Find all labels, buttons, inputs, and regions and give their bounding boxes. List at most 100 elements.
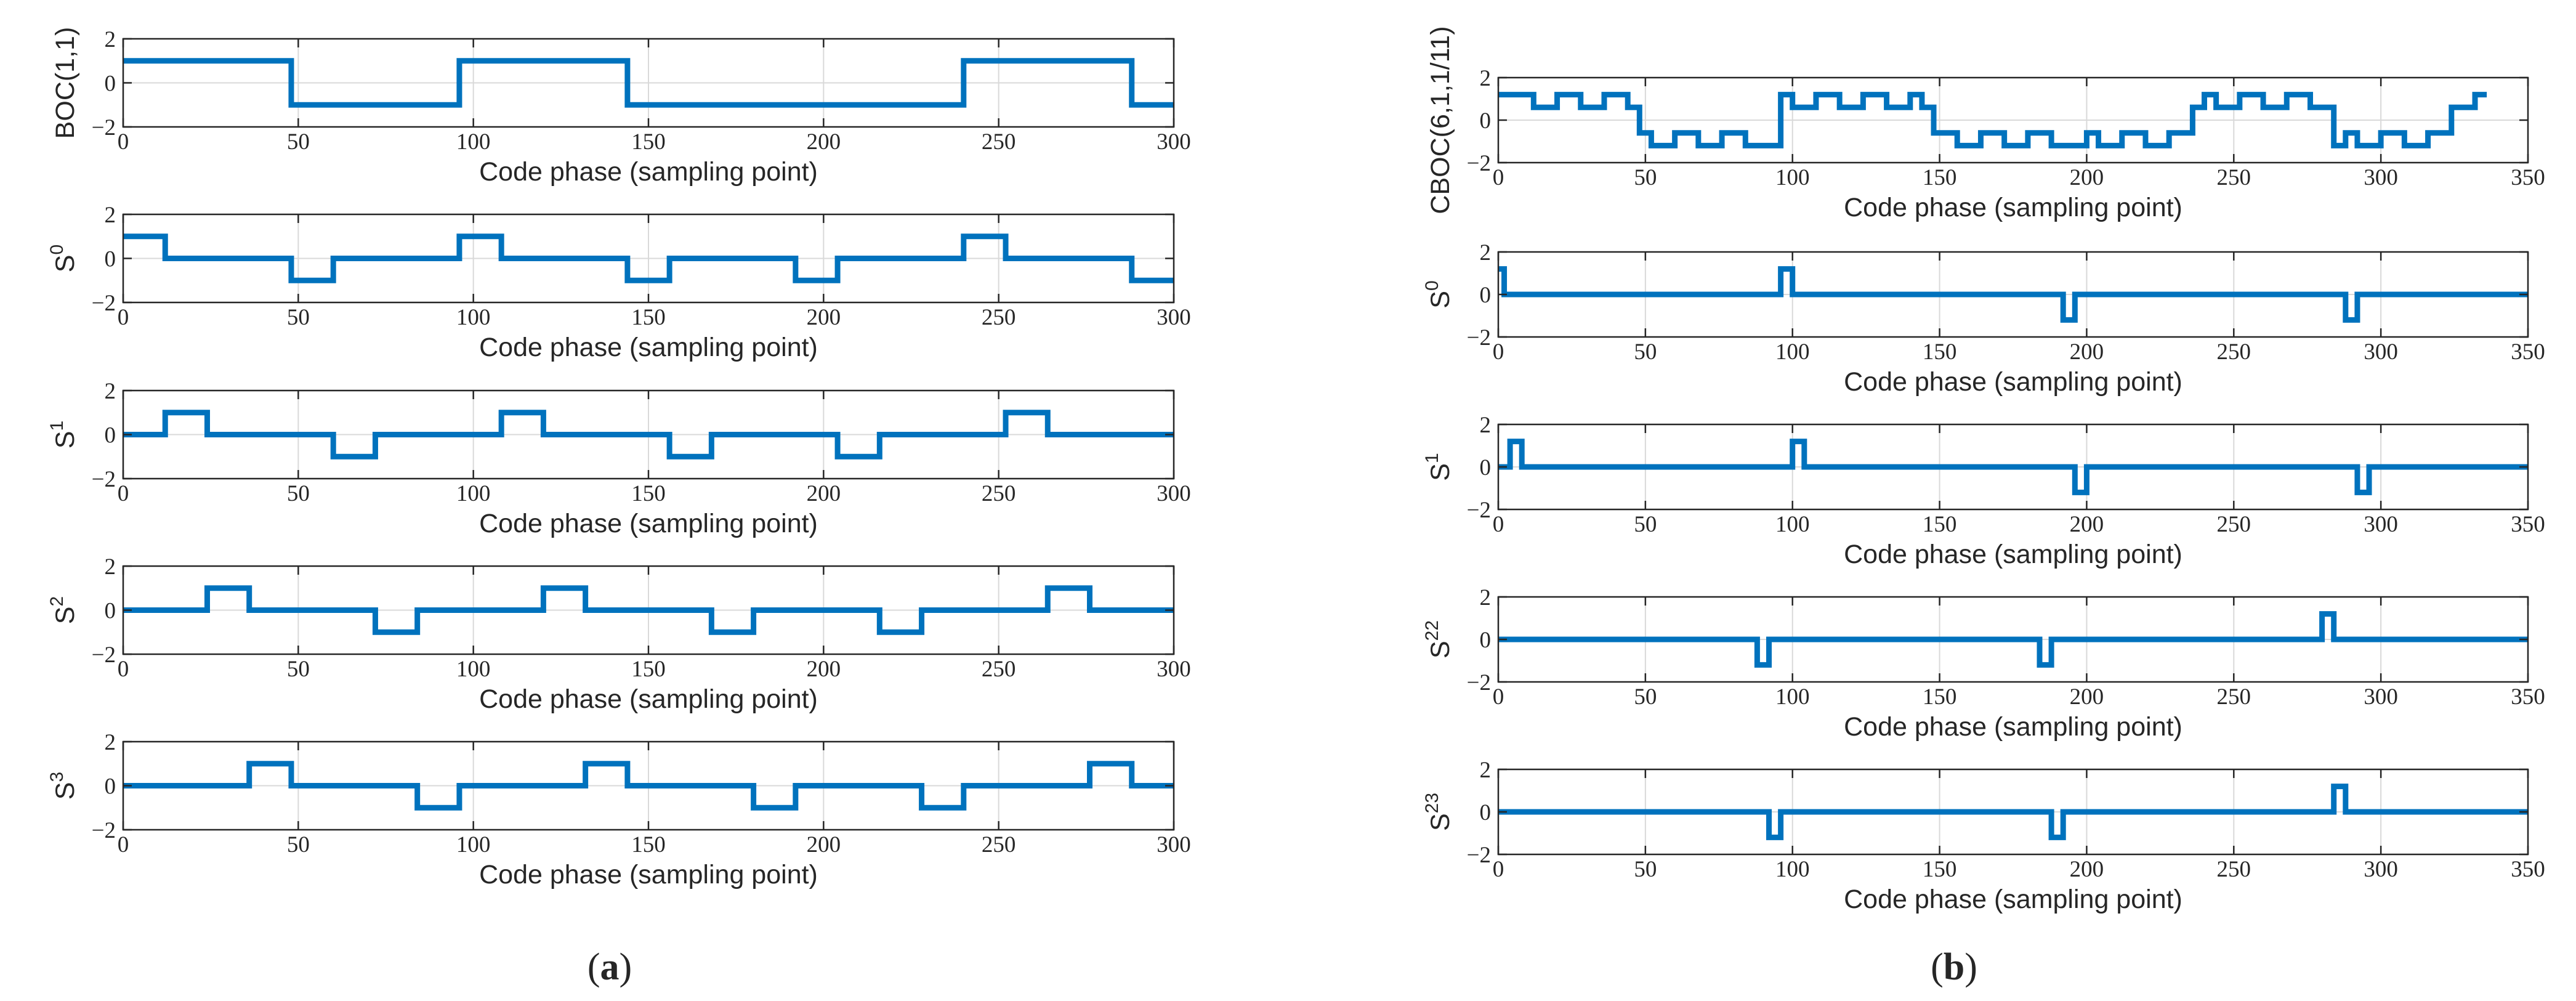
x-tick-label: 150 [631, 657, 666, 682]
x-tick-label: 0 [1493, 684, 1504, 710]
x-tick-label: 0 [1493, 339, 1504, 365]
x-tick-label: 100 [456, 129, 491, 155]
x-tick-label: 0 [118, 832, 129, 857]
y-axis-label: S0 [1422, 280, 1455, 308]
y-axis-label-superscript: 22 [1422, 620, 1442, 641]
x-tick-label: 300 [2364, 684, 2398, 710]
x-tick-label: 100 [1775, 339, 1810, 365]
y-axis-label-base: CBOC(6,1,1/11) [1426, 26, 1455, 214]
signal-line [123, 233, 1174, 283]
y-axis-label-superscript: 23 [1422, 793, 1442, 813]
y-axis-label: S23 [1422, 793, 1455, 831]
x-tick-label: 100 [1775, 684, 1810, 710]
caption-open-paren: ( [587, 946, 600, 988]
x-tick-label: 250 [2217, 857, 2251, 882]
y-axis-label-base: BOC(1,1) [50, 27, 80, 139]
y-axis-label: BOC(1,1) [50, 27, 80, 139]
x-tick-label: 200 [807, 657, 841, 682]
x-tick-label: 150 [631, 305, 666, 330]
caption-letter: a [600, 946, 620, 988]
y-axis-label: CBOC(6,1,1/11) [1426, 26, 1455, 214]
x-axis-label: Code phase (sampling point) [1844, 193, 2182, 222]
signal-line [123, 585, 1174, 635]
x-tick-label: 200 [2070, 857, 2104, 882]
y-axis-label-superscript: 1 [47, 421, 67, 431]
x-tick-label: 100 [456, 305, 491, 330]
x-axis-label: Code phase (sampling point) [479, 333, 818, 362]
y-axis-label-base: S [50, 782, 80, 800]
signal-line [1498, 784, 2528, 840]
y-tick-label: 2 [1480, 66, 1492, 91]
y-axis-label-base: S [1426, 463, 1455, 481]
signal-line [123, 58, 1174, 108]
y-axis-label-base: S [50, 431, 80, 449]
signal-line [1498, 611, 2528, 668]
caption-letter: b [1944, 946, 1964, 988]
x-tick-label: 200 [2070, 512, 2104, 537]
x-tick-label: 250 [2217, 512, 2251, 537]
x-tick-label: 300 [2364, 857, 2398, 882]
x-tick-label: 250 [982, 481, 1016, 506]
y-axis-label: S0 [47, 245, 80, 272]
y-tick-label: 0 [1480, 455, 1492, 480]
y-tick-label: 0 [1480, 628, 1492, 653]
y-tick-label: 2 [105, 203, 116, 228]
y-tick-label: 0 [1480, 283, 1492, 308]
x-tick-label: 150 [631, 481, 666, 506]
y-axis-label: S3 [47, 772, 80, 800]
y-axis-label: S1 [47, 421, 80, 448]
x-tick-label: 0 [1493, 857, 1504, 882]
x-tick-label: 300 [2364, 512, 2398, 537]
x-tick-label: 100 [1775, 512, 1810, 537]
x-tick-label: 350 [2511, 684, 2545, 710]
x-tick-label: 300 [1157, 481, 1191, 506]
x-tick-label: 150 [1923, 339, 1957, 365]
panel-caption: (b) [1931, 946, 1977, 988]
y-axis-label-base: S [50, 255, 80, 273]
x-tick-label: 200 [807, 481, 841, 506]
y-axis-label: S22 [1422, 620, 1455, 659]
x-tick-label: 300 [1157, 129, 1191, 155]
x-tick-label: 300 [2364, 165, 2398, 190]
x-tick-label: 50 [287, 481, 310, 506]
y-tick-label: 2 [105, 554, 116, 580]
caption-close-paren: ) [620, 946, 632, 988]
x-tick-label: 50 [287, 129, 310, 155]
x-tick-label: 200 [807, 832, 841, 857]
y-axis-label-base: S [50, 607, 80, 625]
x-tick-label: 100 [456, 832, 491, 857]
x-tick-label: 150 [1923, 684, 1957, 710]
x-axis-label: Code phase (sampling point) [479, 157, 818, 187]
x-axis-label: Code phase (sampling point) [1844, 540, 2182, 569]
y-tick-label: 0 [1480, 800, 1492, 825]
x-tick-label: 0 [1493, 165, 1504, 190]
y-tick-label: 2 [1480, 758, 1492, 783]
y-axis-label-superscript: 0 [47, 245, 67, 255]
x-tick-label: 0 [118, 305, 129, 330]
y-axis-label-base: S [1426, 813, 1455, 831]
x-tick-label: 250 [2217, 684, 2251, 710]
x-tick-label: 150 [1923, 857, 1957, 882]
x-axis-label: Code phase (sampling point) [479, 509, 818, 538]
y-axis-label-superscript: 2 [47, 596, 67, 607]
y-tick-label: 2 [105, 379, 116, 404]
y-tick-label: 2 [1480, 585, 1492, 610]
x-tick-label: 250 [2217, 339, 2251, 365]
x-tick-label: 300 [1157, 305, 1191, 330]
y-tick-label: −2 [1467, 151, 1491, 176]
x-tick-label: 50 [1634, 165, 1657, 190]
x-tick-label: 200 [807, 305, 841, 330]
